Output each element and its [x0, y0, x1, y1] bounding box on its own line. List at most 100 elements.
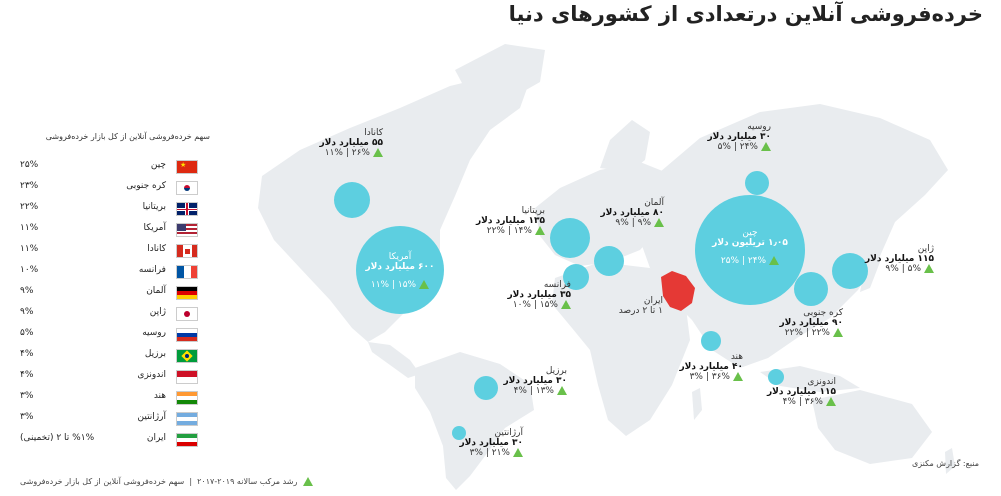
growth-triangle-icon [535, 226, 545, 235]
legend-country: فرانسه [138, 265, 166, 275]
callout-uk: بریتانیا ۱۳۵ میلیارد دلار ۱۴% | ۲۲% [476, 206, 545, 236]
growth-triangle-icon [654, 218, 664, 227]
legend-row-usa: ۱۱% آمریکا [20, 220, 200, 240]
brazil-flag-icon [176, 349, 198, 363]
callout-india: هند ۴۰ میلیارد دلار ۳۶% | ۳% [679, 352, 743, 382]
country-value: ۶۰۰ میلیارد دلار [365, 262, 435, 272]
country-name: کره جنوبی [803, 308, 843, 318]
country-name: هند [730, 352, 743, 362]
country-value: ۱۳۵ میلیارد دلار [475, 216, 545, 226]
country-name: ژاپن [917, 244, 934, 254]
legend-row-china: ۲۵% چین ★ [20, 157, 200, 177]
country-stats: ۱۵% | ۱۱% [356, 280, 444, 290]
iran-shape [661, 271, 695, 311]
bubble-germany [594, 246, 624, 276]
growth-triangle-icon [833, 328, 843, 337]
legend-country: کره جنوبی [126, 181, 166, 191]
legend-value: ۳% [20, 412, 34, 422]
country-stats: ۳۶% | ۴% [767, 397, 836, 407]
legend-country: آمریکا [143, 223, 166, 233]
callout-usa: آمریکا ۶۰۰ میلیارد دلار ۱۵% | ۱۱% [356, 252, 444, 290]
canada-flag-icon [176, 244, 198, 258]
country-value: ۴۰ میلیارد دلار [679, 362, 743, 372]
legend-value: (تخمینی) ۱% تا ۲% [20, 433, 95, 443]
footer-legend: رشد مرکب سالانه ۲۰۱۹-۲۰۱۷ | سهم خرده‌فرو… [20, 477, 313, 486]
country-stats: ۲۴% | ۵% [707, 142, 771, 152]
legend-country: آرژانتین [137, 412, 166, 422]
country-value: ۱٫۰۵ تریلیون دلار [712, 238, 788, 248]
legend-value: ۱۱% [20, 223, 39, 233]
map-south-america [415, 352, 534, 490]
growth-triangle-icon [302, 477, 313, 486]
legend-country: آلمان [146, 286, 166, 296]
legend-country: هند [153, 391, 166, 401]
country-stats: ۱۴% | ۲۲% [476, 226, 545, 236]
growth-triangle-icon [769, 256, 780, 265]
legend-value: ۹% [20, 307, 34, 317]
map-greenland [455, 44, 545, 102]
growth-triangle-icon [557, 386, 567, 395]
legend-country: اندونزی [137, 370, 166, 380]
country-stats: ۲۴% | ۲۵% [700, 256, 800, 266]
map-scandinavia [600, 120, 650, 172]
map-indonesia [760, 366, 860, 392]
map-central-america [368, 342, 420, 378]
bubble-brazil [474, 376, 498, 400]
country-value: ۱۱۵ میلیارد دلار [864, 254, 934, 264]
india-flag-icon [176, 391, 198, 405]
country-value: ۱۱۵ میلیارد دلار [766, 387, 836, 397]
iran-flag-icon [176, 433, 198, 447]
country-name: آمریکا [388, 252, 412, 262]
legend-country: بریتانیا [142, 202, 166, 212]
callout-china: چین ۱٫۰۵ تریلیون دلار ۲۴% | ۲۵% [700, 228, 800, 266]
legend-value: ۹% [20, 286, 34, 296]
legend-row-germany: ۹% آلمان [20, 283, 200, 303]
growth-triangle-icon [924, 264, 934, 273]
callout-germany: آلمان ۸۰ میلیارد دلار ۹% | ۹% [600, 198, 664, 228]
legend-value: ۲۲% [20, 202, 39, 212]
legend-country: کانادا [147, 244, 166, 254]
growth-triangle-icon [419, 280, 430, 289]
callout-brazil: برزیل ۳۰ میلیارد دلار ۱۳% | ۴% [503, 366, 567, 396]
country-name: کانادا [364, 128, 383, 138]
legend-row-japan: ۹% ژاپن [20, 304, 200, 324]
country-value: ۵۵ میلیارد دلار [319, 138, 383, 148]
bubble-china [695, 195, 805, 305]
country-stats: ۱۳% | ۴% [503, 386, 567, 396]
legend-country: روسیه [142, 328, 166, 338]
country-value: ۳۵ میلیارد دلار [507, 290, 571, 300]
legend-value: ۲۵% [20, 160, 39, 170]
country-stats: ۹% | ۹% [600, 218, 664, 228]
country-stats: ۵% | ۹% [865, 264, 934, 274]
country-name: چین [742, 228, 758, 238]
country-stats: ۲۲% | ۲۲% [779, 328, 843, 338]
legend-value: ۱۰% [20, 265, 39, 275]
country-value: ۳۰ میلیارد دلار [707, 132, 771, 142]
legend-row-indonesia: ۴% اندونزی [20, 367, 200, 387]
legend-row-france: ۱۰% فرانسه [20, 262, 200, 282]
country-name: فرانسه [543, 280, 571, 290]
bubble-indonesia [768, 369, 784, 385]
legend-row-brazil: ۴% برزیل [20, 346, 200, 366]
growth-triangle-icon [513, 448, 523, 457]
russia-flag-icon [176, 328, 198, 342]
map-madagascar [692, 388, 702, 420]
bubble-japan [832, 253, 868, 289]
callout-russia: روسیه ۳۰ میلیارد دلار ۲۴% | ۵% [707, 122, 771, 152]
legend-country: برزیل [144, 349, 166, 359]
legend-country: چین [150, 160, 166, 170]
legend-row-russia: ۵% روسیه [20, 325, 200, 345]
bubble-india [701, 331, 721, 351]
uk-flag-icon [176, 202, 198, 216]
legend-row-uk: ۲۲% بریتانیا [20, 199, 200, 219]
callout-canada: کانادا ۵۵ میلیارد دلار ۲۶% | ۱۱% [319, 128, 383, 158]
bubble-france [563, 264, 589, 290]
country-stats: ۲۱% | ۳% [459, 448, 523, 458]
china-flag-icon: ★ [176, 160, 198, 174]
country-value: ۸۰ میلیارد دلار [600, 208, 664, 218]
country-stats: ۳۶% | ۳% [679, 372, 743, 382]
france-flag-icon [176, 265, 198, 279]
country-stats: ۱۵% | ۱۰% [507, 300, 571, 310]
legend-value: ۵% [20, 328, 34, 338]
legend-row-iran: (تخمینی) ۱% تا ۲% ایران [20, 430, 200, 450]
